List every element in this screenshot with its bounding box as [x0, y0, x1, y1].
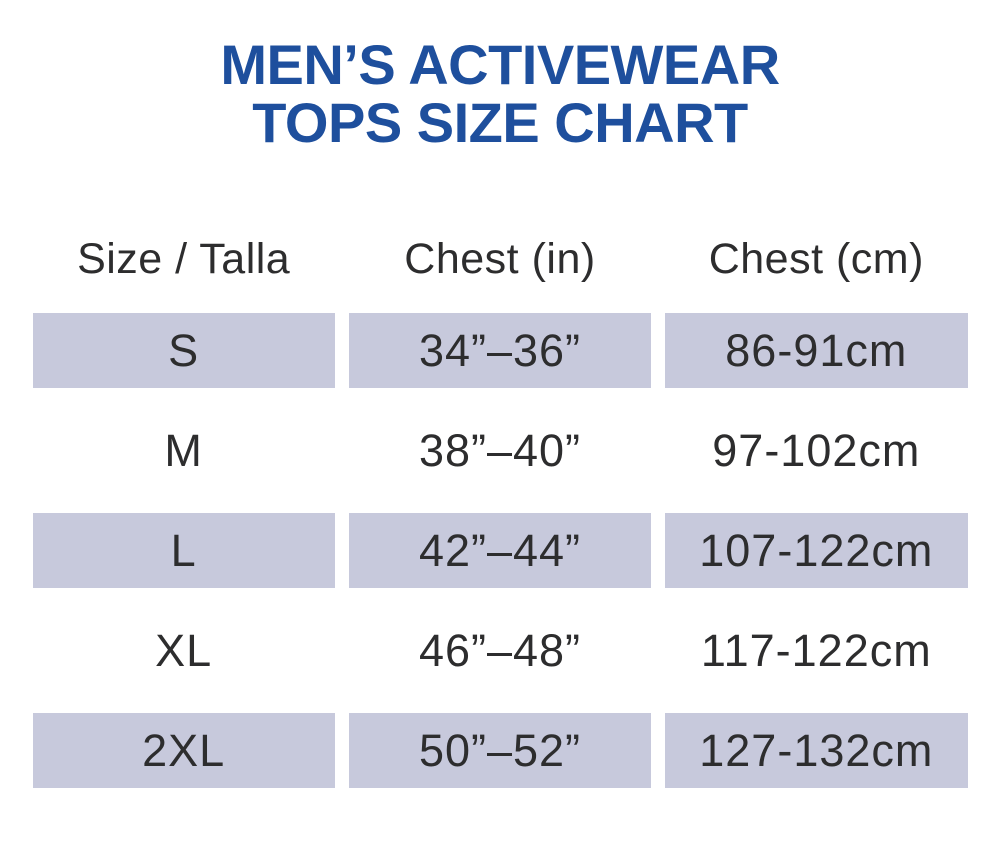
- table-row-l: L 42”–44” 107-122cm: [32, 513, 968, 588]
- chest-cm-cell: 127-132cm: [665, 713, 968, 788]
- table-row-m: M 38”–40” 97-102cm: [33, 413, 968, 488]
- table-row-xl: XL 46”–48” 117-122cm: [33, 613, 968, 688]
- column-header-chest-in: Chest (in): [404, 234, 596, 283]
- table-row-s: S 34”–36” 86-91cm: [32, 313, 968, 388]
- chest-in-cell: 50”–52”: [348, 713, 652, 788]
- chest-cm-cell: 107-122cm: [665, 513, 968, 588]
- page-title: MEN’S ACTIVEWEAR TOPS SIZE CHART: [0, 0, 1000, 152]
- size-cell: XL: [155, 624, 213, 676]
- size-chart-table: Size / Talla Chest (in) Chest (cm) S 34”…: [32, 228, 968, 788]
- page-title-line-2: TOPS SIZE CHART: [252, 91, 748, 154]
- chest-cm-cell: 117-122cm: [700, 624, 932, 676]
- chest-in-cell: 42”–44”: [348, 513, 652, 588]
- size-chart-page: MEN’S ACTIVEWEAR TOPS SIZE CHART Size / …: [0, 0, 1000, 788]
- table-row-2xl: 2XL 50”–52” 127-132cm: [32, 713, 968, 788]
- column-header-size: Size / Talla: [77, 234, 291, 283]
- chest-in-cell: 34”–36”: [348, 313, 652, 388]
- page-title-line-1: MEN’S ACTIVEWEAR: [220, 33, 780, 96]
- chest-cm-cell: 86-91cm: [665, 313, 968, 388]
- size-cell: M: [164, 424, 203, 476]
- chest-in-cell: 46”–48”: [418, 624, 582, 676]
- chest-cm-cell: 97-102cm: [712, 424, 921, 476]
- table-header-row: Size / Talla Chest (in) Chest (cm): [33, 228, 968, 290]
- column-header-chest-cm: Chest (cm): [708, 234, 924, 283]
- size-cell: 2XL: [32, 713, 335, 788]
- chest-in-cell: 38”–40”: [418, 424, 582, 476]
- size-cell: L: [32, 513, 335, 588]
- size-cell: S: [32, 313, 335, 388]
